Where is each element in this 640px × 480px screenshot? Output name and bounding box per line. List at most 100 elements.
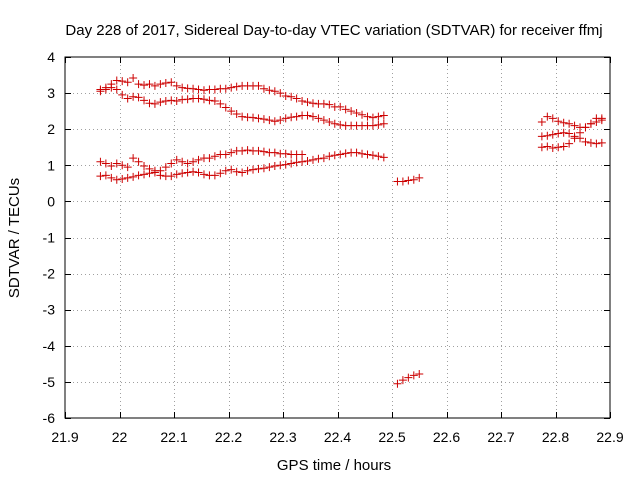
data-point: [199, 95, 208, 104]
data-point: [368, 151, 377, 160]
data-point: [156, 98, 165, 107]
grid-lines: [65, 57, 610, 418]
data-point: [341, 105, 350, 114]
data-point: [249, 113, 258, 122]
y-tick-label: 2: [47, 121, 55, 137]
x-tick-label: 22.2: [215, 429, 242, 445]
data-point: [178, 169, 187, 178]
data-point: [112, 175, 121, 184]
data-point: [150, 99, 159, 108]
series-track-5: [393, 173, 424, 186]
data-point: [194, 85, 203, 94]
y-tick-label: -6: [43, 410, 56, 426]
data-point: [352, 148, 361, 157]
data-point: [586, 119, 595, 128]
x-tick-label: 22.9: [596, 429, 623, 445]
data-point: [292, 94, 301, 103]
series-track-2: [96, 83, 388, 130]
data-point: [167, 159, 176, 168]
data-point: [161, 163, 170, 172]
data-point: [96, 172, 105, 181]
data-point: [140, 96, 149, 105]
data-point: [276, 161, 285, 170]
series-track-1: [96, 73, 388, 122]
data-point: [96, 87, 105, 96]
data-point: [537, 143, 546, 152]
data-point: [409, 175, 418, 184]
data-point: [404, 373, 413, 382]
data-point: [554, 143, 563, 152]
x-tick-label: 22.1: [160, 429, 187, 445]
data-point: [319, 154, 328, 163]
data-point: [134, 157, 143, 166]
data-point: [183, 159, 192, 168]
data-point: [101, 85, 110, 94]
y-axis-ticks: 4 3 2 1 0 -1 -2 -3 -4 -5 -6: [43, 49, 610, 426]
data-point: [150, 81, 159, 90]
data-point: [259, 164, 268, 173]
y-tick-label: 1: [47, 157, 55, 173]
x-tick-label: 22.4: [324, 429, 351, 445]
data-point: [107, 162, 116, 171]
data-point: [199, 170, 208, 179]
data-point: [189, 84, 198, 93]
data-point: [161, 78, 170, 87]
data-point: [592, 139, 601, 148]
data-point: [161, 97, 170, 106]
x-tick-label: 22.8: [542, 429, 569, 445]
data-point: [259, 115, 268, 124]
data-point: [221, 166, 230, 175]
data-point: [330, 119, 339, 128]
data-point: [298, 150, 307, 159]
data-point: [281, 149, 290, 158]
data-point: [570, 121, 579, 130]
data-point: [537, 132, 546, 141]
series-track-9: [537, 116, 606, 152]
x-tick-label: 21.9: [51, 429, 78, 445]
x-axis-ticks: 21.9 22 22.1 22.2 22.3 22.4 22.5 22.6 22.7 22.8 22…: [51, 57, 624, 445]
data-point: [374, 120, 383, 129]
data-point: [216, 169, 225, 178]
data-point: [543, 131, 552, 140]
data-point: [107, 83, 116, 92]
data-point: [368, 121, 377, 130]
data-point: [101, 159, 110, 168]
data-point: [548, 143, 557, 152]
data-point: [379, 119, 388, 128]
data-point: [565, 119, 574, 128]
y-tick-label: -2: [43, 266, 56, 282]
data-point: [259, 84, 268, 93]
data-point: [145, 99, 154, 108]
data-point: [265, 116, 274, 125]
data-point: [249, 165, 258, 174]
data-point: [287, 92, 296, 101]
data-point: [308, 99, 317, 108]
data-point: [232, 167, 241, 176]
data-point: [140, 162, 149, 171]
data-point: [216, 99, 225, 108]
data-point: [129, 92, 138, 101]
data-point: [243, 146, 252, 155]
series-track-4: [96, 148, 388, 184]
data-point: [140, 170, 149, 179]
data-point: [134, 80, 143, 89]
data-point: [276, 116, 285, 125]
data-point: [205, 154, 214, 163]
data-point: [227, 165, 236, 174]
data-points: [96, 73, 606, 388]
data-point: [129, 172, 138, 181]
data-point: [259, 147, 268, 156]
data-point: [341, 149, 350, 158]
data-point: [336, 102, 345, 111]
data-point: [118, 161, 127, 170]
x-tick-label: 22: [112, 429, 128, 445]
data-point: [543, 112, 552, 121]
data-point: [281, 91, 290, 100]
data-point: [287, 159, 296, 168]
data-point: [107, 173, 116, 182]
data-point: [308, 155, 317, 164]
series-track-6: [393, 369, 424, 388]
data-point: [554, 117, 563, 126]
data-point: [156, 80, 165, 89]
